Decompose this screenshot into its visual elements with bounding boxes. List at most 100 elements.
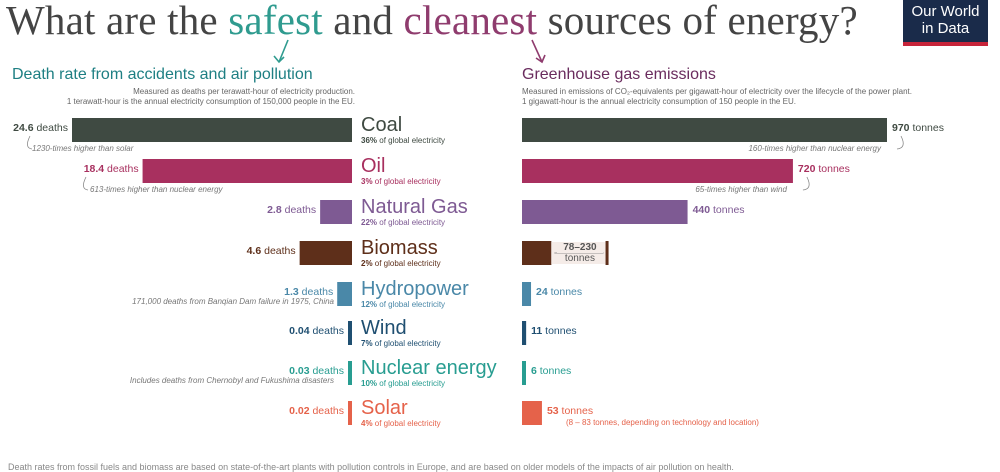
ghg-value-wind: 11 [531,325,543,337]
source-share-text-wind: of global electricity [372,339,441,348]
ghg-subtitle-line-2: 1 gigawatt-hour is the annual electricit… [522,97,796,106]
source-share-oil: 3% of global electricity [361,177,441,186]
death-unit-wind: deaths [309,325,344,337]
death-label-oil: 18.4 deaths [84,163,139,175]
ghg-bar-biomass-max [605,241,609,265]
source-share-pct-hydro: 12% [361,300,378,309]
death-unit-nuclear: deaths [309,365,344,377]
death-label-gas: 2.8 deaths [267,204,316,216]
death-unit-solar: deaths [309,405,344,417]
page-title: What are the safest and cleanest sources… [6,0,858,44]
death-rate-subtitle-line-1: Measured as deaths per terawatt-hour of … [133,87,355,96]
source-share-pct-solar: 4% [361,419,373,428]
source-name-gas: Natural Gas [361,196,468,218]
title-part-5: sources of energy? [537,0,858,43]
source-share-text-biomass: of global electricity [372,259,441,268]
death-bar-biomass [299,241,352,265]
ghg-unit-coal: tonnes [909,122,944,134]
source-share-gas: 22% of global electricity [361,218,445,227]
ghg-bar-gas [522,200,688,224]
death-unit-oil: deaths [104,163,139,175]
ghg-label-gas: 440 tonnes [693,204,745,216]
ghg-label-solar: 53 tonnes [547,405,593,417]
source-share-pct-biomass: 2% [361,259,373,268]
source-share-text-nuclear: of global electricity [377,379,446,388]
title-safest: safest [228,0,323,43]
source-share-solar: 4% of global electricity [361,419,441,428]
death-label-solar: 0.02 deaths [289,405,344,417]
ghg-note-coal: 160-times higher than nuclear energy [748,144,881,153]
death-note-oil: 613-times higher than nuclear energy [90,185,223,194]
source-name-oil: Oil [361,155,386,177]
logo-line-2: in Data [921,20,970,37]
death-value-biomass: 4.6 [246,245,262,257]
ghg-note-solar: (8 – 83 tonnes, depending on technology … [565,418,759,427]
source-share-coal: 36% of global electricity [361,136,445,145]
ghg-label-nuclear: 6 tonnes [531,365,571,377]
ghg-value-hydro: 24 [536,286,548,298]
ghg-unit-solar: tonnes [558,405,594,417]
death-bar-nuclear [348,361,352,385]
ghg-value-gas: 440 [692,204,711,216]
ghg-bar-coal [522,118,887,142]
ghg-note-connector-coal [896,135,904,150]
death-value-gas: 2.8 [267,204,282,216]
ghg-unit-hydro: tonnes [547,286,583,298]
source-share-wind: 7% of global electricity [361,339,441,348]
ghg-note-connector-oil [802,176,810,191]
death-value-wind: 0.04 [289,325,310,337]
death-unit-gas: deaths [281,204,317,216]
death-bar-wind [348,321,352,345]
ghg-bar-oil [522,159,793,183]
ghg-bar-hydro [522,282,532,306]
death-note-connector-oil [83,176,89,191]
ghg-bar-nuclear [522,361,526,385]
source-share-text-solar: of global electricity [372,419,441,428]
safest-arrowhead [273,55,285,64]
death-label-hydro: 1.3 deaths [284,286,333,298]
source-share-text-hydro: of global electricity [377,300,446,309]
death-note-coal: 1230-times higher than solar [32,144,134,153]
source-name-solar: Solar [361,397,408,419]
ghg-label-coal: 970 tonnes [892,122,944,134]
death-rate-subtitle: Measured as deaths per terawatt-hour of … [67,87,355,107]
source-share-text-oil: of global electricity [372,177,441,186]
ghg-label-oil: 720 tonnes [798,163,850,175]
footer-note: Death rates from fossil fuels and biomas… [8,462,734,472]
ghg-value-nuclear: 6 [531,365,537,377]
ghg-subtitle: Measured in emissions of CO₂-equivalents… [522,87,912,107]
logo-line-1: Our World [911,3,980,20]
death-value-oil: 18.4 [83,163,105,175]
source-name-hydro: Hydropower [361,278,469,300]
ghg-title: Greenhouse gas emissions [522,66,716,83]
cleanest-arrowhead [535,54,546,64]
ghg-label-hydro: 24 tonnes [536,286,582,298]
ghg-value-oil: 720 [797,163,816,175]
death-value-coal: 24.6 [13,122,34,134]
source-name-nuclear: Nuclear energy [361,357,497,379]
ghg-unit-nuclear: tonnes [536,365,572,377]
death-label-biomass: 4.6 deaths [247,245,296,257]
ghg-value-coal: 970 [892,122,910,134]
death-bar-solar [348,401,352,425]
source-share-text-gas: of global electricity [377,218,446,227]
death-bar-gas [320,200,352,224]
death-value-nuclear: 0.03 [289,365,310,377]
our-world-in-data-logo[interactable]: Our World in Data [903,0,988,46]
source-share-pct-nuclear: 10% [361,379,378,388]
death-unit-coal: deaths [33,122,68,134]
source-share-pct-wind: 7% [361,339,373,348]
death-note-nuclear: Includes deaths from Chernobyl and Fukus… [129,376,334,385]
source-share-hydro: 12% of global electricity [361,300,445,309]
ghg-value-biomass: 78–230 [557,242,603,253]
source-share-nuclear: 10% of global electricity [361,379,445,388]
ghg-bar-solar [522,401,542,425]
title-part-1: What are the [6,0,229,43]
source-share-pct-oil: 3% [361,177,373,186]
death-note-hydro: 171,000 deaths from Banqian Dam failure … [132,297,334,306]
ghg-bar-biomass-min [522,241,552,265]
death-value-solar: 0.02 [289,405,310,417]
cleanest-arrow [531,39,543,63]
death-value-hydro: 1.3 [284,286,299,298]
